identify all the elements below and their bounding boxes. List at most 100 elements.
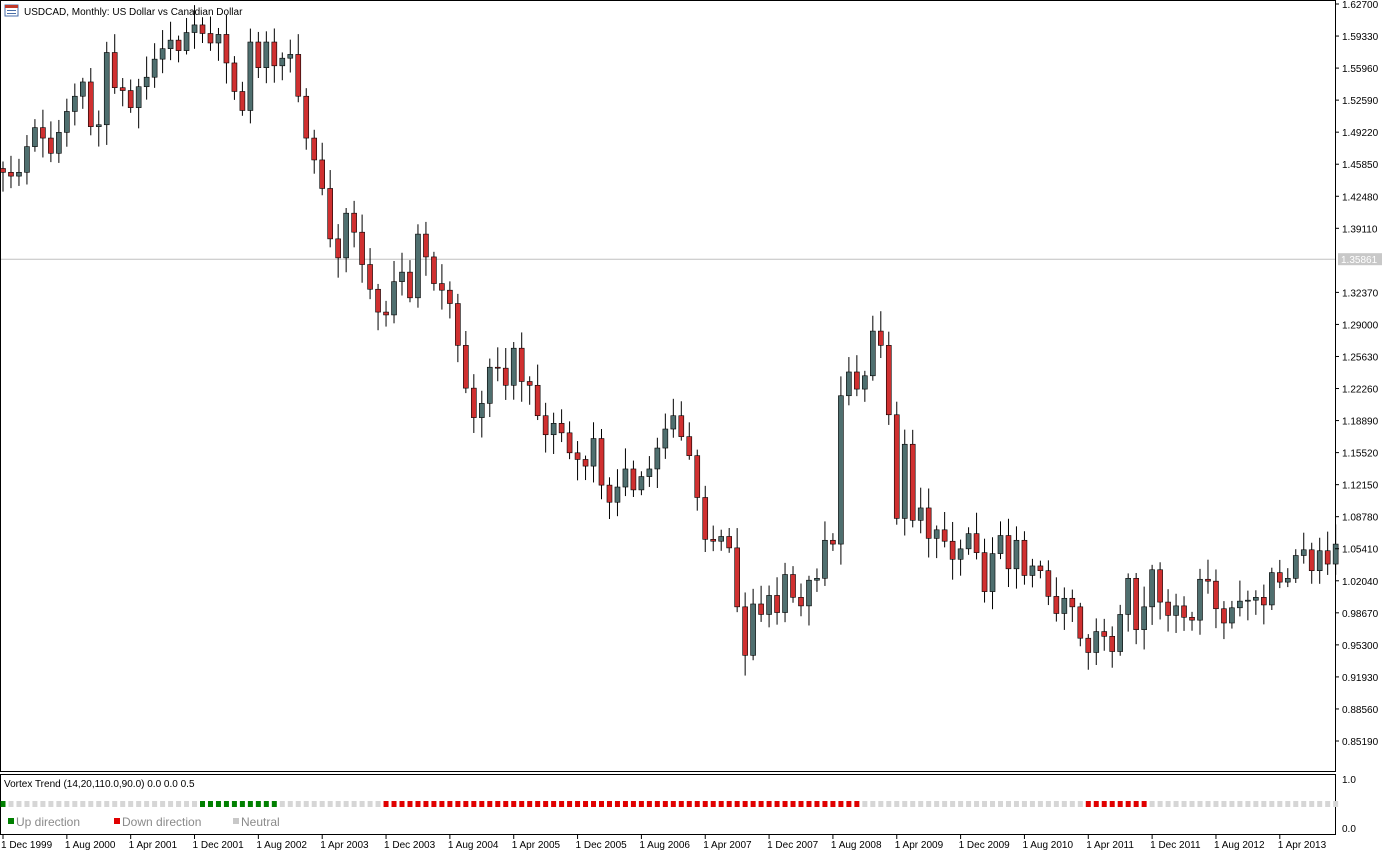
price-tick-label: 1.62700 [1342, 0, 1379, 11]
price-tick-label: 1.42480 [1342, 192, 1379, 203]
trend-bar-neutral [862, 801, 868, 807]
trend-bar-down [822, 801, 828, 807]
candle [1117, 604, 1123, 656]
time-tick-label: 1 Aug 2004 [448, 840, 499, 851]
time-tick-label: 1 Dec 2011 [1150, 840, 1201, 851]
candle [135, 78, 142, 129]
candle [439, 264, 445, 310]
trend-bar-down [830, 801, 836, 807]
candle [463, 330, 469, 394]
trend-bar-neutral [168, 801, 174, 807]
candle [1221, 601, 1227, 640]
trend-bar-up [247, 801, 253, 807]
trend-bar-down [463, 801, 469, 807]
time-tick-label: 1 Apr 2007 [703, 840, 752, 851]
trend-bar-down [1133, 801, 1139, 807]
candle [598, 429, 605, 500]
candle [822, 521, 828, 586]
candle [423, 221, 429, 276]
candle [534, 364, 541, 421]
candle [550, 412, 557, 454]
time-tick-label: 1 Apr 2013 [1278, 840, 1327, 851]
time-tick-label: 1 Apr 2011 [1086, 840, 1134, 851]
legend-swatch [114, 818, 120, 824]
candle [143, 56, 150, 100]
candle [1101, 618, 1108, 651]
candle [542, 402, 549, 453]
candle [654, 437, 661, 489]
chart-window-icon[interactable] [4, 4, 19, 17]
indicator-axis-top: 1.0 [1342, 775, 1356, 786]
candle [957, 539, 964, 576]
price-tick-label: 1.08780 [1342, 513, 1379, 524]
price-tick-label: 1.32370 [1342, 288, 1379, 299]
legend-label: Down direction [122, 815, 201, 829]
trend-bar-neutral [958, 801, 964, 807]
candle [638, 471, 645, 496]
trend-bar-neutral [343, 801, 349, 807]
candle [1069, 589, 1076, 622]
trend-bar-neutral [1077, 801, 1083, 807]
trend-bar-neutral [1205, 801, 1211, 807]
trend-bar-neutral [335, 801, 341, 807]
candle [901, 429, 908, 536]
candle [1292, 549, 1299, 583]
candle [455, 293, 461, 363]
trend-bar-neutral [40, 801, 46, 807]
trend-bar-down [646, 801, 652, 807]
candle [215, 27, 222, 61]
candle [1037, 560, 1044, 579]
legend-swatch [8, 818, 14, 824]
trend-bar-neutral [1029, 801, 1035, 807]
trend-bar-down [622, 801, 628, 807]
trend-bar-up [231, 801, 237, 807]
candle [1061, 587, 1068, 630]
candle [1197, 568, 1203, 635]
indicator-axis-bottom: 0.0 [1342, 824, 1356, 835]
candle [103, 41, 110, 145]
trend-bar-neutral [1213, 801, 1219, 807]
price-tick-label: 0.95300 [1342, 641, 1379, 652]
candle [1085, 634, 1092, 670]
trend-bar-down [1117, 801, 1123, 807]
window-title-bar: USDCAD, Monthly: US Dollar vs Canadian D… [4, 4, 243, 18]
trend-bar-down [702, 801, 708, 807]
candle [64, 98, 70, 147]
trend-bar-down [543, 801, 549, 807]
trend-bar-down [814, 801, 820, 807]
trend-bar-neutral [894, 801, 900, 807]
candle [1013, 526, 1020, 589]
trend-bar-down [678, 801, 684, 807]
trend-bar-down [1101, 801, 1107, 807]
candle [1253, 590, 1259, 615]
trend-bar-down [527, 801, 533, 807]
price-tick-label: 1.05410 [1342, 545, 1379, 556]
trend-bar-neutral [72, 801, 78, 807]
trend-bar-down [798, 801, 804, 807]
trend-bar-neutral [974, 801, 980, 807]
price-tick-label: 1.18890 [1342, 417, 1379, 428]
trend-bar-up [215, 801, 221, 807]
candle [24, 135, 30, 185]
trend-bar-down [591, 801, 597, 807]
candle [814, 568, 820, 592]
trend-bar-neutral [966, 801, 972, 807]
trend-bar-neutral [32, 801, 38, 807]
candle [494, 347, 501, 382]
vortex-trend-bars [0, 801, 1339, 807]
candle [925, 488, 932, 558]
trend-bar-neutral [327, 801, 333, 807]
candle [80, 77, 86, 109]
trend-bar-neutral [1021, 801, 1027, 807]
trend-bar-neutral [176, 801, 182, 807]
trend-bar-down [774, 801, 780, 807]
trend-bar-down [1093, 801, 1099, 807]
trend-bar-neutral [1333, 801, 1339, 807]
candle [151, 43, 158, 88]
candle [726, 528, 732, 553]
price-tick-label: 0.91930 [1342, 673, 1379, 684]
trend-bar-neutral [1325, 801, 1331, 807]
trend-bar-down [415, 801, 421, 807]
candle [1332, 524, 1339, 575]
trend-bar-neutral [1261, 801, 1267, 807]
